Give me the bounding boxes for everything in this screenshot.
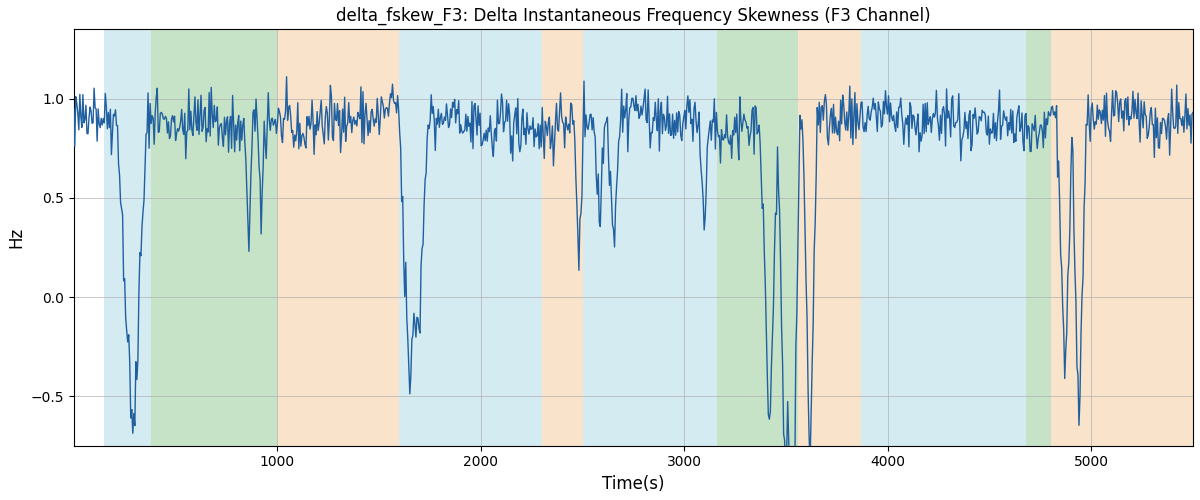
Bar <box>582 30 695 446</box>
Bar <box>542 30 582 446</box>
X-axis label: Time(s): Time(s) <box>602 475 665 493</box>
Bar <box>277 30 400 446</box>
Bar <box>716 30 798 446</box>
Bar <box>104 30 151 446</box>
Bar <box>400 30 542 446</box>
Title: delta_fskew_F3: Delta Instantaneous Frequency Skewness (F3 Channel): delta_fskew_F3: Delta Instantaneous Freq… <box>336 7 931 25</box>
Y-axis label: Hz: Hz <box>7 227 25 248</box>
Bar <box>1050 30 1193 446</box>
Bar <box>798 30 862 446</box>
Bar <box>1026 30 1050 446</box>
Bar <box>151 30 277 446</box>
Bar <box>695 30 716 446</box>
Bar <box>862 30 1026 446</box>
